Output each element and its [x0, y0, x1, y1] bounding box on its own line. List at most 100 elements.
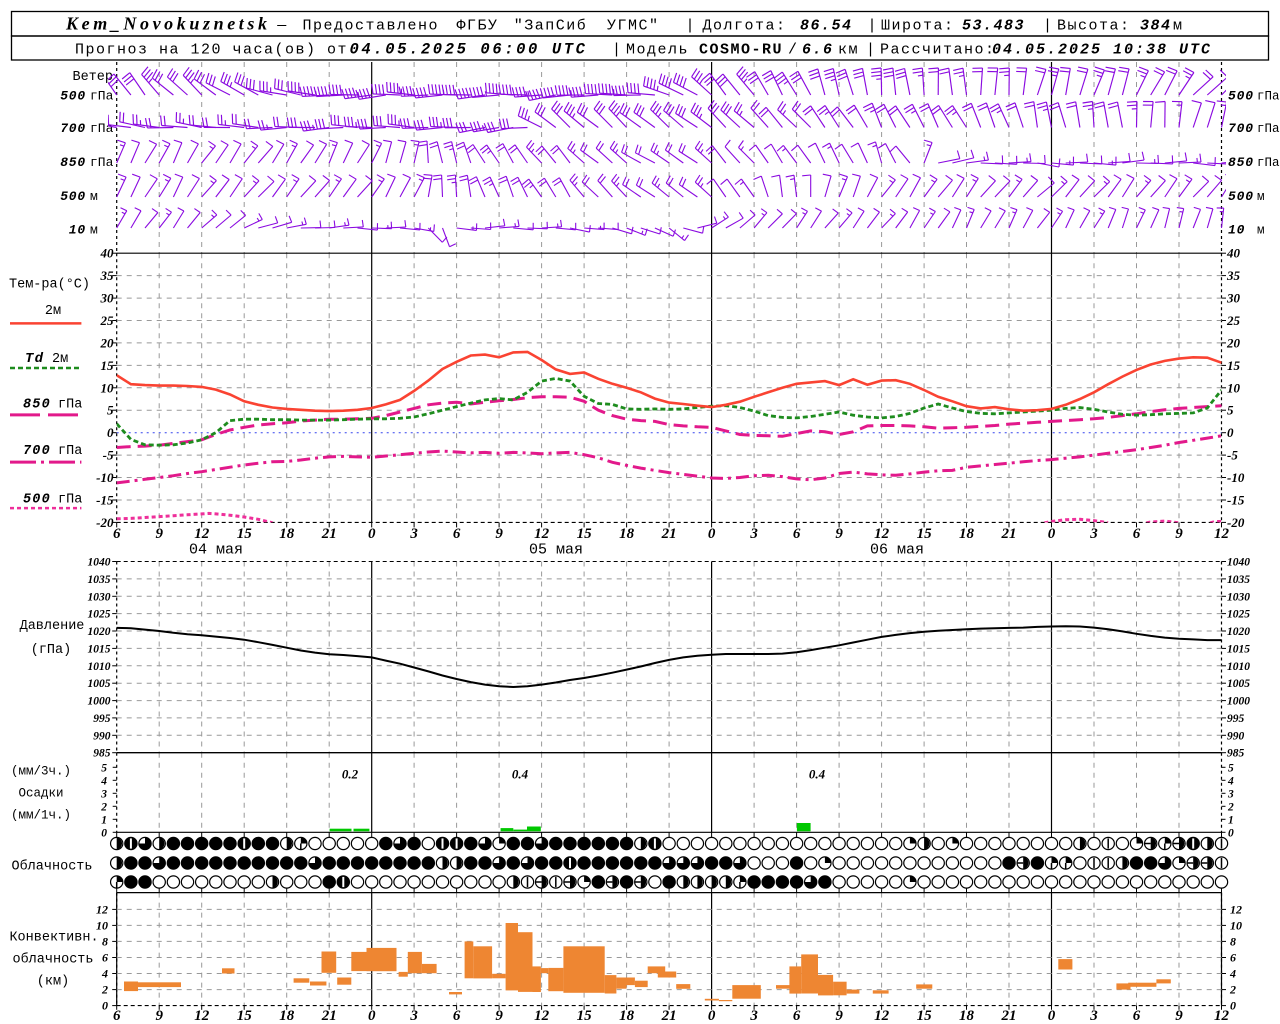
svg-text:5: 5	[107, 403, 114, 418]
svg-text:15: 15	[237, 1008, 253, 1024]
svg-text:1000: 1000	[1227, 696, 1250, 708]
svg-text:3: 3	[749, 526, 758, 542]
svg-text:9: 9	[495, 1008, 503, 1024]
svg-text:м: м	[90, 223, 98, 238]
svg-text:5: 5	[101, 762, 107, 774]
svg-text:6: 6	[1133, 526, 1141, 542]
svg-text:—: —	[276, 18, 288, 35]
svg-text:12: 12	[534, 526, 550, 542]
svg-text:0: 0	[708, 1008, 716, 1024]
svg-text:15: 15	[1227, 358, 1241, 373]
svg-text:гПа: гПа	[1257, 90, 1280, 104]
svg-text:0: 0	[708, 526, 716, 542]
svg-text:|: |	[612, 42, 623, 59]
svg-text:Долгота:: Долгота:	[703, 18, 787, 35]
svg-text:0: 0	[102, 999, 108, 1013]
svg-text:35: 35	[100, 268, 115, 283]
svg-text:21: 21	[321, 1008, 337, 1024]
svg-text:0: 0	[101, 827, 107, 839]
svg-text:20: 20	[100, 335, 115, 350]
svg-text:1000: 1000	[88, 696, 111, 708]
svg-text:ФГБУ: ФГБУ	[457, 18, 499, 35]
svg-text:12: 12	[96, 902, 108, 916]
svg-text:1020: 1020	[1227, 626, 1250, 638]
svg-text:500: 500	[1228, 89, 1254, 104]
svg-text:18: 18	[279, 526, 295, 542]
svg-text:УГМС": УГМС"	[607, 18, 660, 35]
svg-text:985: 985	[93, 748, 111, 760]
svg-text:10: 10	[1227, 380, 1241, 395]
svg-text:-15: -15	[96, 493, 114, 508]
svg-text:-5: -5	[1227, 448, 1238, 463]
svg-text:|: |	[1043, 18, 1054, 35]
svg-text:1025: 1025	[88, 609, 111, 621]
svg-text:10: 10	[96, 918, 108, 932]
svg-text:(мм/3ч.): (мм/3ч.)	[11, 765, 71, 779]
svg-text:15: 15	[577, 526, 593, 542]
svg-text:1035: 1035	[88, 574, 111, 586]
svg-text:"ЗапСиб: "ЗапСиб	[514, 18, 588, 35]
svg-text:гПа: гПа	[90, 155, 114, 170]
svg-text:15: 15	[577, 1008, 593, 1024]
svg-text:9: 9	[1175, 1008, 1183, 1024]
svg-text:6: 6	[1133, 1008, 1141, 1024]
svg-text:3: 3	[1089, 526, 1098, 542]
svg-text:3: 3	[1227, 788, 1234, 800]
svg-text:Модель: Модель	[626, 42, 689, 59]
svg-text:гПа: гПа	[58, 398, 82, 413]
svg-text:04 мая: 04 мая	[189, 542, 243, 559]
svg-text:Облачность: Облачность	[11, 860, 92, 875]
svg-text:2м: 2м	[52, 352, 68, 367]
svg-text:1020: 1020	[88, 626, 111, 638]
svg-text:1015: 1015	[88, 643, 111, 655]
svg-text:5: 5	[1227, 403, 1234, 418]
svg-text:40: 40	[100, 246, 115, 261]
svg-text:18: 18	[959, 1008, 975, 1024]
svg-text:9: 9	[495, 526, 503, 542]
svg-text:Предоставлено: Предоставлено	[303, 18, 440, 35]
svg-text:500: 500	[60, 189, 86, 204]
svg-text:1025: 1025	[1227, 609, 1250, 621]
svg-text:3: 3	[1089, 1008, 1098, 1024]
svg-text:Kem_Novokuznetsk: Kem_Novokuznetsk	[65, 14, 271, 34]
svg-text:9: 9	[1175, 526, 1183, 542]
svg-text:1: 1	[1228, 814, 1234, 826]
svg-text:1040: 1040	[88, 557, 111, 569]
svg-text:6: 6	[102, 951, 108, 965]
svg-text:Высота:: Высота:	[1057, 18, 1131, 35]
svg-text:18: 18	[959, 526, 975, 542]
svg-text:15: 15	[101, 358, 115, 373]
svg-text:9: 9	[155, 1008, 163, 1024]
svg-text:6: 6	[113, 1008, 121, 1024]
svg-text:-10: -10	[1227, 470, 1245, 485]
svg-text:COSMO-RU: COSMO-RU	[699, 42, 783, 59]
svg-text:21: 21	[661, 1008, 677, 1024]
svg-text:1005: 1005	[1227, 678, 1250, 690]
svg-text:0: 0	[107, 425, 114, 440]
svg-text:04.05.2025 10:38 UTC: 04.05.2025 10:38 UTC	[992, 42, 1212, 59]
svg-text:-20: -20	[96, 515, 114, 530]
svg-text:21: 21	[1001, 1008, 1017, 1024]
svg-text:12: 12	[194, 1008, 210, 1024]
svg-text:10: 10	[101, 380, 115, 395]
svg-text:2м: 2м	[45, 304, 61, 319]
svg-text:Td: Td	[25, 351, 44, 367]
svg-text:2: 2	[100, 801, 107, 813]
svg-text:995: 995	[1227, 713, 1245, 725]
svg-text:18: 18	[619, 526, 635, 542]
svg-text:25: 25	[100, 313, 115, 328]
svg-text:2: 2	[1229, 983, 1236, 997]
svg-text:850: 850	[60, 155, 86, 170]
svg-text:0: 0	[1230, 999, 1236, 1013]
svg-text:1040: 1040	[1227, 557, 1250, 569]
svg-text:0: 0	[1227, 425, 1234, 440]
svg-text:30: 30	[1226, 291, 1241, 306]
svg-text:/: /	[788, 42, 799, 59]
svg-text:гПа: гПа	[90, 121, 114, 136]
svg-text:05 мая: 05 мая	[529, 542, 583, 559]
svg-text:0: 0	[368, 526, 376, 542]
svg-text:12: 12	[1214, 1008, 1230, 1024]
svg-text:0: 0	[1048, 526, 1056, 542]
svg-text:2: 2	[101, 983, 108, 997]
svg-text:21: 21	[321, 526, 337, 542]
